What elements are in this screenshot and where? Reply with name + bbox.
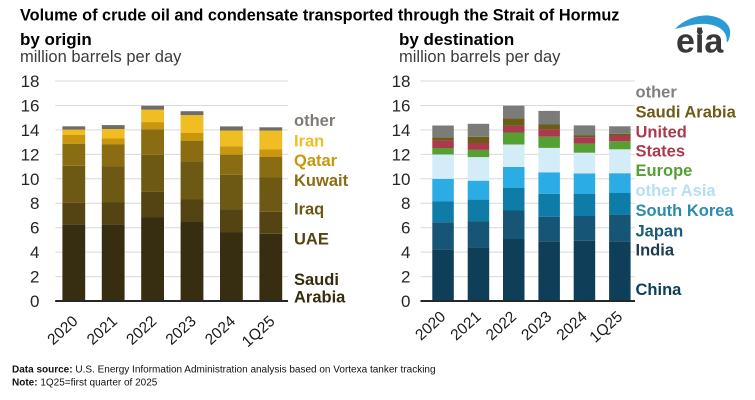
svg-text:16: 16 <box>392 97 411 116</box>
svg-text:8: 8 <box>401 194 410 213</box>
svg-text:States: States <box>636 142 686 160</box>
svg-text:6: 6 <box>401 219 410 238</box>
svg-text:Japan: Japan <box>636 222 684 240</box>
svg-text:2: 2 <box>30 268 39 287</box>
svg-text:14: 14 <box>392 121 411 140</box>
svg-text:Arabia: Arabia <box>294 288 346 306</box>
svg-text:12: 12 <box>392 145 411 164</box>
svg-text:18: 18 <box>21 72 40 91</box>
svg-text:China: China <box>636 281 683 299</box>
svg-text:Saudi Arabia: Saudi Arabia <box>636 104 737 122</box>
svg-text:4: 4 <box>401 243 410 262</box>
svg-text:18: 18 <box>392 72 411 91</box>
svg-text:million barrels per day: million barrels per day <box>399 48 561 66</box>
svg-text:Data source: U.S. Energy Infor: Data source: U.S. Energy Information Adm… <box>12 365 436 376</box>
svg-text:0: 0 <box>30 292 39 311</box>
svg-text:8: 8 <box>30 194 39 213</box>
svg-text:14: 14 <box>21 121 40 140</box>
svg-text:16: 16 <box>21 97 40 116</box>
svg-text:eia: eia <box>676 23 724 61</box>
svg-text:2: 2 <box>401 268 410 287</box>
svg-text:Europe: Europe <box>636 162 693 180</box>
svg-text:4: 4 <box>30 243 39 262</box>
svg-text:12: 12 <box>21 145 40 164</box>
svg-text:Note: 1Q25=first quarter of 20: Note: 1Q25=first quarter of 2025 <box>12 377 158 388</box>
svg-text:million barrels per day: million barrels per day <box>20 48 182 66</box>
svg-text:by origin: by origin <box>20 30 92 49</box>
svg-text:United: United <box>636 124 687 142</box>
svg-text:by destination: by destination <box>399 30 514 49</box>
svg-text:South Korea: South Korea <box>636 202 735 220</box>
svg-text:Qatar: Qatar <box>294 152 338 170</box>
svg-text:Iraq: Iraq <box>294 200 324 218</box>
svg-text:UAE: UAE <box>294 231 329 249</box>
svg-text:other Asia: other Asia <box>636 182 717 200</box>
svg-text:10: 10 <box>21 170 40 189</box>
svg-text:Iran: Iran <box>294 133 324 151</box>
svg-text:India: India <box>636 241 675 259</box>
svg-text:10: 10 <box>392 170 411 189</box>
svg-text:other: other <box>294 112 336 130</box>
svg-text:Saudi: Saudi <box>294 271 339 289</box>
svg-text:6: 6 <box>30 219 39 238</box>
svg-text:other: other <box>636 83 678 101</box>
svg-text:Volume of crude oil and conden: Volume of crude oil and condensate trans… <box>20 7 619 25</box>
svg-text:Kuwait: Kuwait <box>294 172 349 190</box>
svg-text:0: 0 <box>401 292 410 311</box>
